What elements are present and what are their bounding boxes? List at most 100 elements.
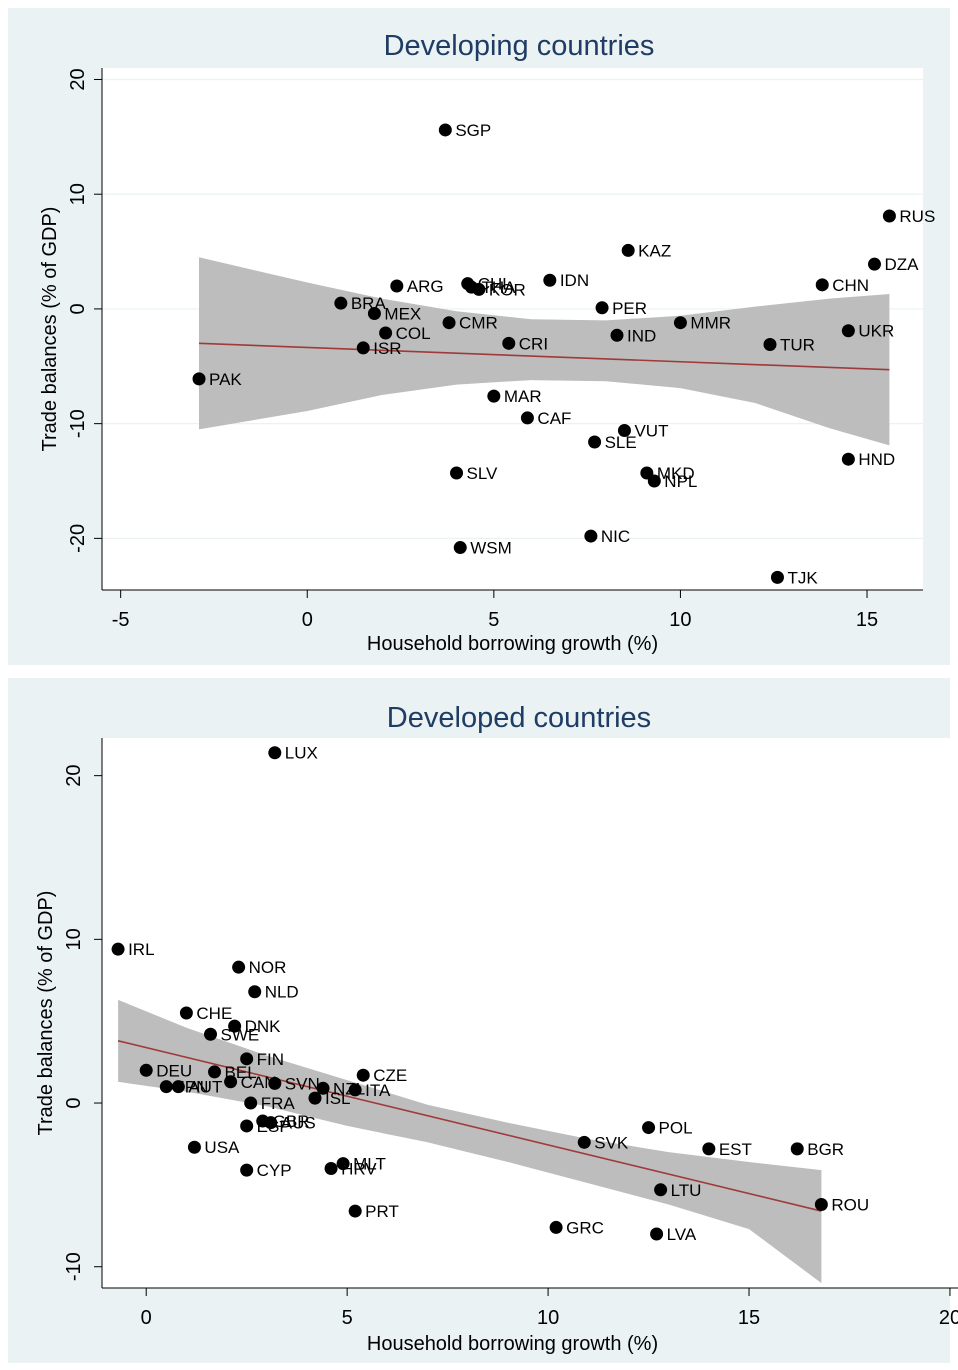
data-point-pol — [642, 1121, 656, 1135]
x-tick-label: 10 — [537, 1307, 559, 1329]
point-label-bgr: BGR — [807, 1140, 844, 1159]
x-tick-label: 20 — [939, 1307, 958, 1329]
x-tick-label: -5 — [112, 609, 130, 631]
confidence-band — [199, 257, 890, 446]
data-point-dnk — [228, 1019, 242, 1033]
point-label-dnk: DNK — [245, 1017, 282, 1036]
chart-title: Developing countries — [384, 30, 655, 62]
data-point-hnd — [841, 452, 855, 466]
point-label-svn: SVN — [285, 1074, 320, 1093]
y-tick-label: 0 — [63, 1097, 85, 1108]
data-point-sgp — [438, 123, 452, 137]
x-tick-label: 0 — [141, 1307, 152, 1329]
point-label-pak: PAK — [209, 370, 242, 389]
point-label-kaz: KAZ — [638, 241, 671, 260]
data-point-ukr — [841, 324, 855, 338]
data-point-tur — [763, 337, 777, 351]
data-point-hrv — [324, 1162, 338, 1176]
data-point-aus — [264, 1116, 278, 1130]
data-point-isr — [356, 341, 370, 355]
x-tick-label: 5 — [488, 609, 499, 631]
point-label-ukr: UKR — [858, 322, 894, 341]
data-point-mex — [367, 307, 381, 321]
point-label-bra: BRA — [351, 294, 387, 313]
chart-title: Developed countries — [387, 702, 651, 734]
point-label-kor: KOR — [489, 280, 526, 299]
point-label-isr: ISR — [373, 339, 401, 358]
data-point-fra — [244, 1096, 258, 1110]
chart-panel-1: -5 0 5 10 15 -20 -10 0 10 20 Developing countries H… — [8, 8, 950, 665]
y-axis-label: Trade balances (% of GDP) — [39, 207, 61, 452]
data-point-mar — [487, 389, 501, 403]
x-tick-label: 10 — [669, 609, 691, 631]
point-label-chl: CHL — [478, 275, 512, 294]
data-point-nld — [248, 985, 262, 999]
data-point-bgr — [790, 1142, 804, 1156]
point-label-aus: AUS — [281, 1114, 316, 1133]
point-label-isl: ISL — [325, 1089, 351, 1108]
point-label-hrv: HRV — [341, 1160, 377, 1179]
data-point-svn — [268, 1076, 282, 1090]
data-point-dza — [867, 257, 881, 271]
x-axis-label: Household borrowing growth (%) — [367, 633, 658, 655]
data-point-pak — [192, 372, 206, 386]
point-label-dza: DZA — [884, 255, 919, 274]
point-label-ltu: LTU — [671, 1181, 702, 1200]
point-label-fra: FRA — [261, 1094, 296, 1113]
x-tick-label: 15 — [738, 1307, 760, 1329]
data-point-chn — [815, 278, 829, 292]
data-point-caf — [520, 411, 534, 425]
y-tick-label: -10 — [67, 409, 89, 438]
data-point-rou — [814, 1198, 828, 1212]
data-point-wsm — [453, 541, 467, 555]
point-label-pol: POL — [659, 1119, 693, 1138]
data-point-per — [595, 301, 609, 315]
data-point-cze — [356, 1068, 370, 1082]
point-label-cri: CRI — [519, 334, 548, 353]
point-label-svk: SVK — [594, 1133, 629, 1152]
data-point-che — [179, 1006, 193, 1020]
point-label-col: COL — [396, 324, 431, 343]
point-label-swe: SWE — [221, 1025, 260, 1044]
data-point-grc — [549, 1220, 563, 1234]
data-point-irl — [111, 942, 125, 956]
data-point-rus — [882, 209, 896, 223]
data-point-mmr — [673, 316, 687, 330]
data-point-nic — [584, 529, 598, 543]
point-label-nic: NIC — [601, 527, 630, 546]
data-point-nzl — [316, 1081, 330, 1095]
point-label-tha: THA — [481, 278, 516, 297]
point-label-chn: CHN — [832, 276, 869, 295]
data-point-mlt — [336, 1157, 350, 1171]
data-point-ind — [610, 328, 624, 342]
data-point-lux — [268, 746, 282, 760]
data-point-bel — [208, 1065, 222, 1079]
data-point-est — [702, 1142, 716, 1156]
point-label-sle: SLE — [605, 433, 637, 452]
data-point-cyp — [240, 1163, 254, 1177]
y-tick-label: 0 — [67, 303, 89, 314]
chart-panel-2: 0 5 10 15 20 -10 0 10 20 Developed countries House… — [8, 678, 958, 1363]
data-point-prt — [348, 1204, 362, 1218]
point-label-mex: MEX — [384, 305, 421, 324]
x-tick-label: 5 — [342, 1307, 353, 1329]
point-label-cze: CZE — [373, 1066, 407, 1085]
y-tick-label: 10 — [63, 928, 85, 950]
y-tick-label: 10 — [67, 183, 89, 205]
data-point-jpn — [159, 1080, 173, 1094]
point-label-cmr: CMR — [459, 314, 498, 333]
point-label-caf: CAF — [537, 409, 571, 428]
point-label-can: CAN — [241, 1073, 277, 1092]
data-point-col — [379, 326, 393, 340]
data-point-bra — [334, 296, 348, 310]
point-label-hnd: HND — [858, 450, 895, 469]
y-tick-label: 20 — [63, 765, 85, 787]
data-point-deu — [139, 1063, 153, 1077]
data-point-tjk — [770, 570, 784, 584]
point-label-arg: ARG — [407, 277, 444, 296]
point-label-mkd: MKD — [657, 464, 695, 483]
data-point-cmr — [442, 316, 456, 330]
point-label-usa: USA — [204, 1138, 240, 1157]
